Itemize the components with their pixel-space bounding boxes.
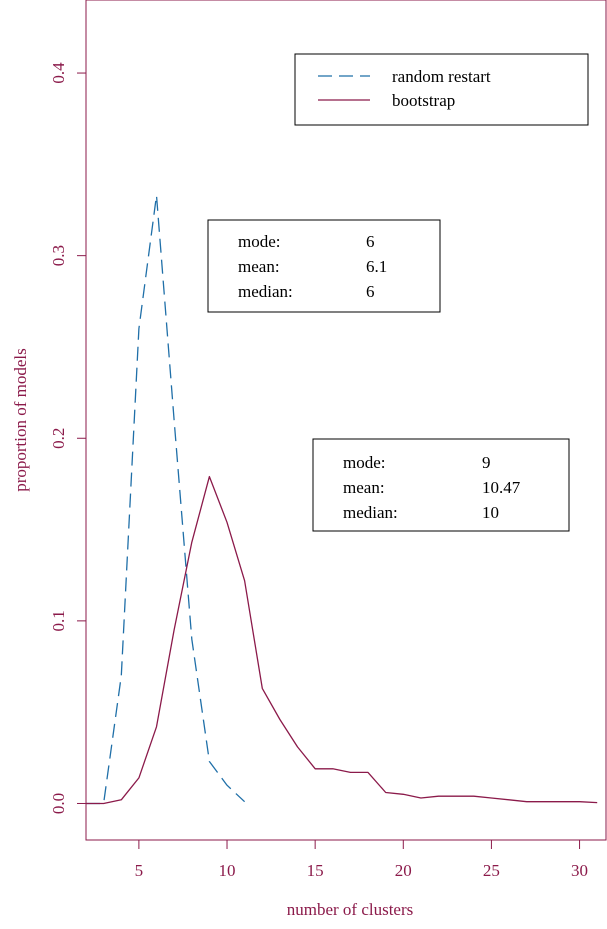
stat-label: median: — [343, 503, 398, 522]
series-lines — [86, 194, 598, 805]
stat-value: 10.47 — [482, 478, 521, 497]
stat-label: mean: — [238, 257, 280, 276]
stat-label: median: — [238, 282, 293, 301]
legend: random restart bootstrap — [294, 53, 589, 126]
series-line-bootstrap — [86, 475, 598, 805]
legend-label-random-restart: random restart — [392, 67, 491, 86]
stat-value: 6 — [366, 282, 375, 301]
x-axis: 5 10 15 20 25 30 — [135, 840, 588, 880]
stat-value: 10 — [482, 503, 499, 522]
x-tick-label: 30 — [571, 861, 588, 880]
x-tick-label: 25 — [483, 861, 500, 880]
stat-label: mode: — [343, 453, 386, 472]
x-tick-label: 10 — [219, 861, 236, 880]
y-axis-label: proportion of models — [11, 348, 30, 492]
stats-box-random-restart: mode: 6 mean: 6.1 median: 6 — [207, 219, 441, 313]
y-axis: 0.0 0.1 0.2 0.3 0.4 — [49, 62, 86, 814]
legend-box — [294, 53, 589, 126]
stat-label: mean: — [343, 478, 385, 497]
y-tick-label: 0.4 — [49, 62, 68, 84]
stats-box-frame — [207, 219, 441, 313]
stats-box-frame — [312, 438, 570, 532]
stat-value: 6 — [366, 232, 375, 251]
stat-label: mode: — [238, 232, 281, 251]
plot-frame — [85, 0, 607, 841]
legend-label-bootstrap: bootstrap — [392, 91, 455, 110]
stat-value: 6.1 — [366, 257, 387, 276]
stats-box-bootstrap: mode: 9 mean: 10.47 median: 10 — [312, 438, 570, 532]
series-line-random-restart — [86, 194, 246, 805]
x-axis-label: number of clusters — [287, 900, 414, 919]
x-tick-label: 20 — [395, 861, 412, 880]
x-tick-label: 15 — [307, 861, 324, 880]
y-tick-label: 0.1 — [49, 610, 68, 631]
x-tick-label: 5 — [135, 861, 144, 880]
y-tick-label: 0.0 — [49, 793, 68, 814]
y-tick-label: 0.2 — [49, 428, 68, 449]
y-tick-label: 0.3 — [49, 245, 68, 266]
stat-value: 9 — [482, 453, 491, 472]
